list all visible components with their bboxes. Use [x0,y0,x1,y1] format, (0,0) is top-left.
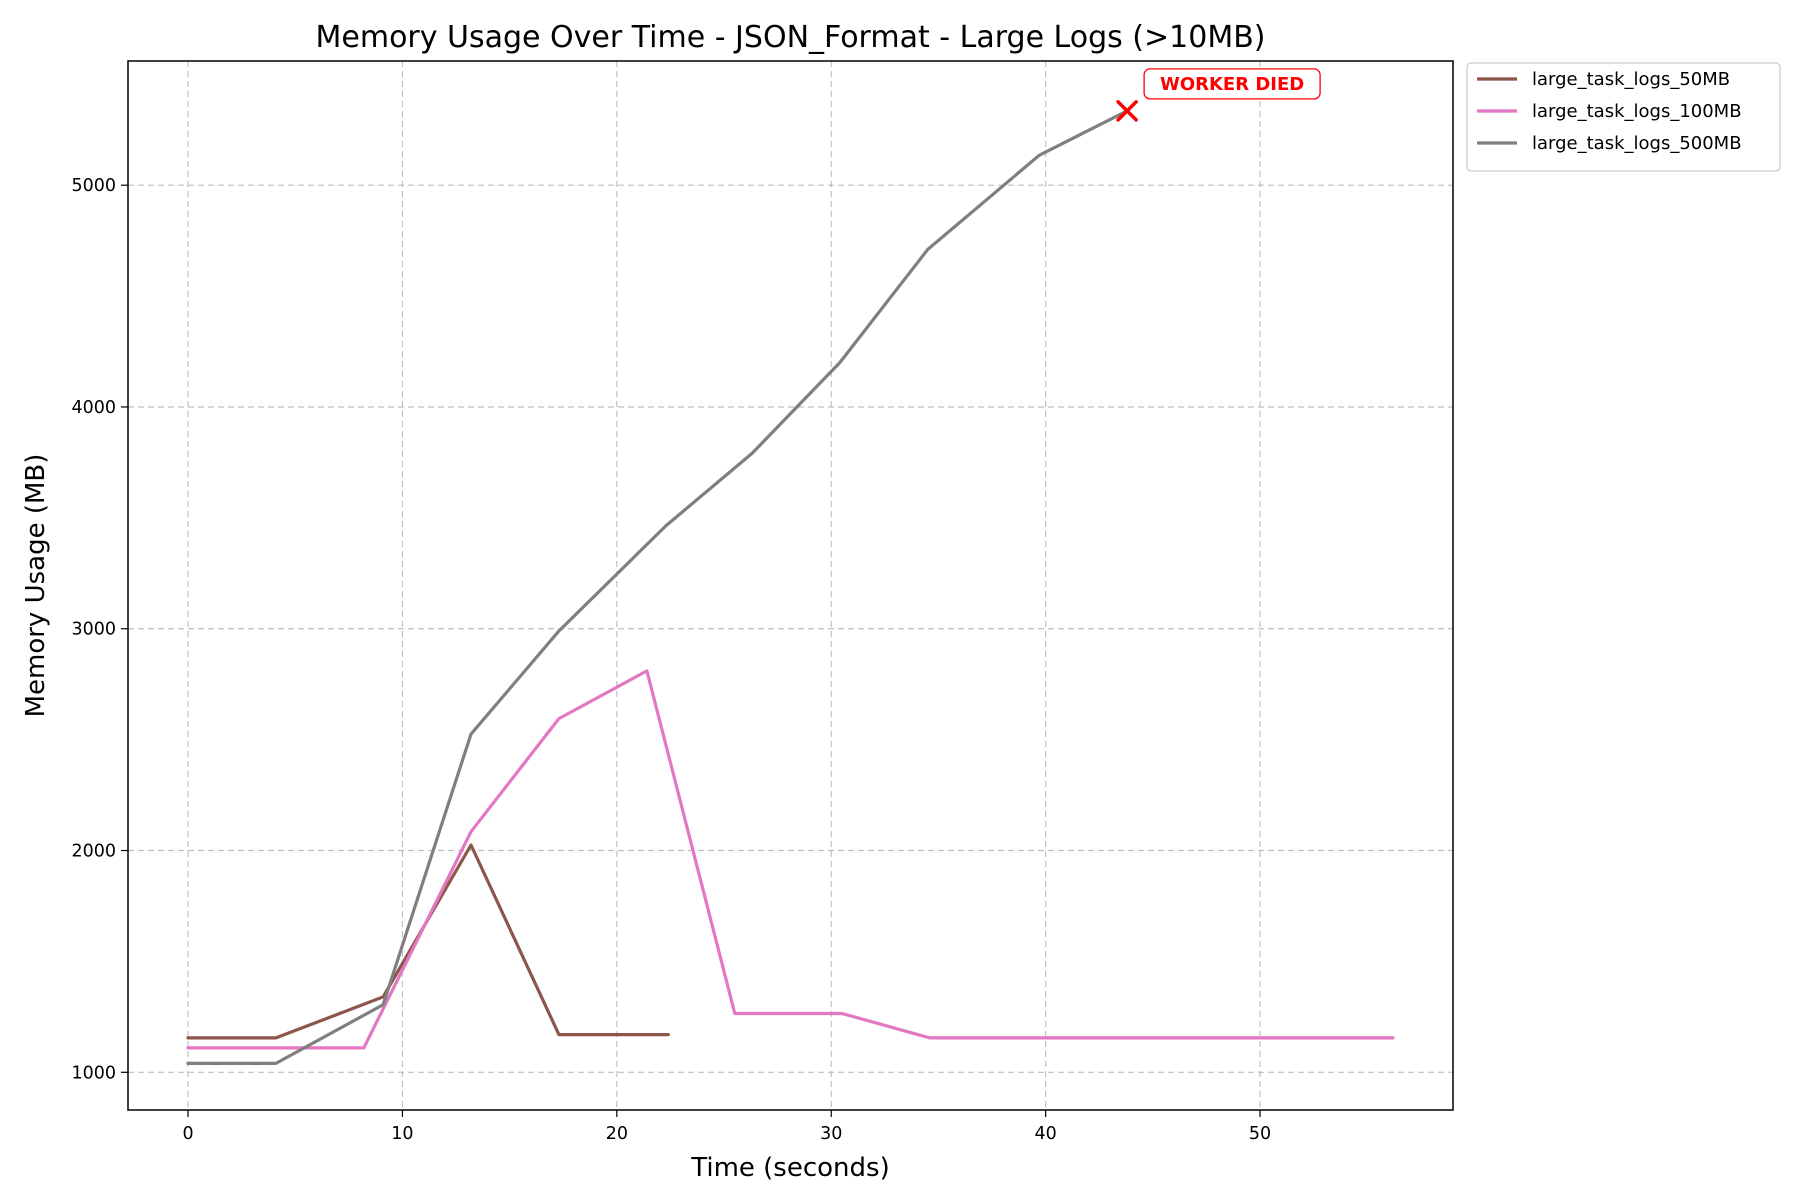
y-axis-label: Memory Usage (MB) [21,454,51,718]
legend: large_task_logs_50MB large_task_logs_100M… [1466,62,1781,172]
axis-ticks: 0 10 20 30 40 50 1000 2000 3000 4000 5000 [71,176,1271,1144]
x-tick-label: 30 [820,1124,842,1144]
annotation-box [1143,68,1321,100]
legend-label: large_task_logs_100MB [1532,101,1742,122]
legend-box [1466,62,1781,172]
x-tick-label: 20 [606,1124,628,1144]
series-line-large_task_logs_100MB [186,669,1395,1050]
legend-item: large_task_logs_50MB [1477,69,1730,90]
series-line-large_task_logs_500MB [186,109,1129,1066]
legend-label: large_task_logs_50MB [1532,69,1730,90]
y-tick-label: 1000 [71,1063,116,1083]
x-axis-label: Time (seconds) [690,1153,889,1183]
x-tick-label: 40 [1034,1124,1056,1144]
series-lines [186,109,1395,1066]
chart-title: Memory Usage Over Time - JSON_Format - L… [316,20,1266,55]
annotation-label: WORKER DIED [1160,74,1304,95]
grid [128,61,1453,1110]
legend-item: large_task_logs_500MB [1477,133,1742,154]
legend-item: large_task_logs_100MB [1477,101,1742,122]
y-tick-label: 5000 [71,176,116,196]
y-tick-label: 3000 [71,620,116,640]
y-tick-label: 4000 [71,398,116,418]
x-tick-label: 10 [391,1124,413,1144]
x-tick-label: 50 [1249,1124,1271,1144]
worker-died-marker [1116,100,1138,122]
legend-label: large_task_logs_500MB [1532,133,1742,154]
x-tick-label: 0 [182,1124,193,1144]
series-line-large_task_logs_50MB [186,843,670,1040]
plot-area-frame [127,60,1454,1111]
y-tick-label: 2000 [71,842,116,862]
annotations: WORKER DIED [1116,68,1321,122]
